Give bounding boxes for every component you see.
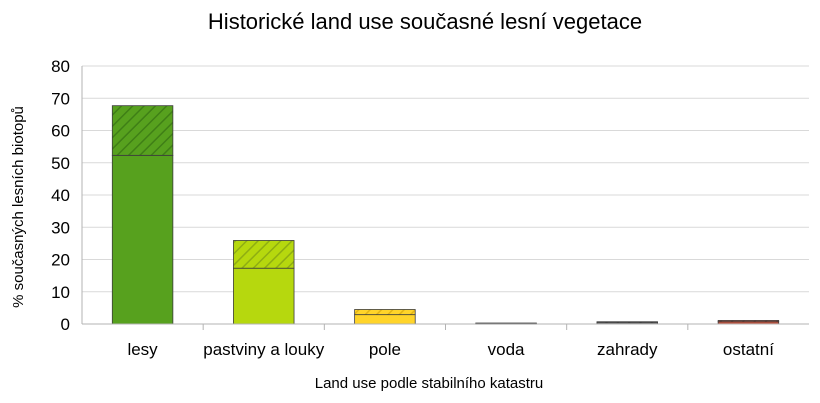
bar-segment-hatched [596, 321, 658, 324]
bar-segment-hatched [111, 105, 174, 156]
gridlines [82, 65, 809, 293]
bar-segment-solid [354, 314, 416, 325]
y-axis-label: % současných lesních biotopů [10, 106, 27, 308]
x-tick-labels: lesy pastviny a louky pole voda zahrady ostat… [127, 324, 774, 359]
bar-segment-solid [233, 267, 295, 325]
bar-segment-hatched [717, 320, 780, 323]
x-tick-label: ostatní [723, 340, 774, 359]
chart-title: Historické land use současné lesní veget… [208, 9, 642, 34]
x-tick-label: voda [488, 340, 525, 359]
bar-segment-hatched [233, 240, 295, 269]
y-tick-label: 0 [61, 315, 70, 334]
bar-segment-solid [111, 154, 174, 325]
bars [111, 105, 780, 325]
y-tick-label: 60 [51, 122, 70, 141]
x-tick-label: pastviny a louky [203, 340, 324, 359]
x-tick-label: zahrady [597, 340, 658, 359]
y-tick-label: 10 [51, 283, 70, 302]
x-axis-label: Land use podle stabilního katastru [315, 375, 544, 392]
x-tick-label: lesy [127, 340, 158, 359]
y-tick-label: 70 [51, 89, 70, 108]
y-tick-label: 80 [51, 57, 70, 76]
y-tick-label: 20 [51, 251, 70, 270]
bar-segment-hatched [354, 309, 416, 316]
y-tick-label: 50 [51, 154, 70, 173]
y-tick-label: 30 [51, 218, 70, 237]
y-tick-label: 40 [51, 186, 70, 205]
x-tick-label: pole [369, 340, 401, 359]
y-tick-labels: 0 10 20 30 40 50 60 70 80 [51, 57, 70, 334]
